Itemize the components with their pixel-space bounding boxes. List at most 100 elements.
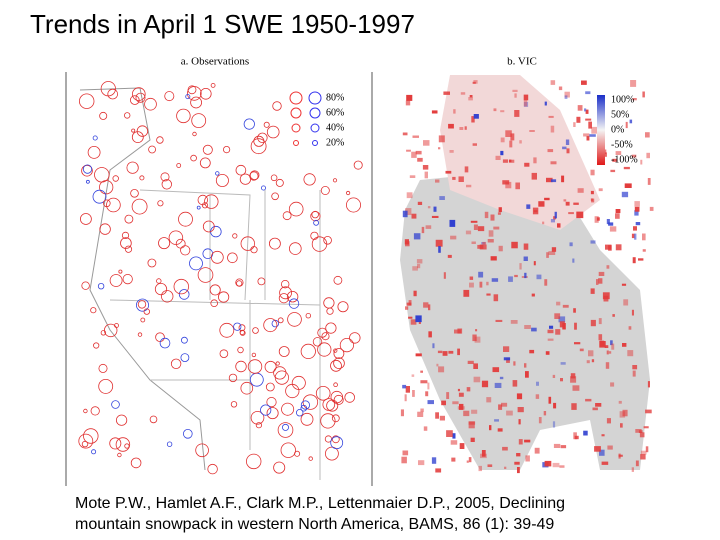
trend-cell — [427, 400, 434, 405]
site-marker — [282, 211, 292, 221]
trend-cell — [409, 175, 416, 178]
trend-cell — [505, 181, 512, 189]
trend-cell — [610, 340, 613, 346]
site-marker — [278, 293, 289, 304]
site-marker — [209, 284, 221, 296]
trend-cell — [624, 183, 632, 188]
trend-cell — [574, 322, 577, 330]
trend-cell — [531, 327, 537, 332]
trend-cell — [576, 116, 581, 123]
trend-cell — [468, 97, 473, 101]
slide-title: Trends in April 1 SWE 1950-1997 — [30, 9, 415, 39]
trend-cell — [548, 396, 552, 404]
site-marker — [317, 342, 332, 357]
trend-cell — [599, 449, 605, 456]
trend-cell — [605, 362, 610, 369]
site-marker — [333, 357, 345, 370]
trend-cell — [607, 445, 613, 450]
legend-label: 100% — [611, 94, 634, 105]
site-marker — [93, 342, 100, 349]
trend-cell — [435, 468, 442, 473]
trend-cell — [466, 460, 469, 463]
site-marker — [277, 317, 284, 324]
trend-cell — [452, 176, 456, 180]
site-marker — [339, 337, 354, 353]
site-marker — [80, 213, 92, 225]
trend-cell — [448, 350, 454, 354]
site-marker — [204, 194, 219, 209]
trend-cell — [431, 110, 438, 114]
site-marker — [154, 282, 168, 296]
trend-cell — [466, 184, 472, 188]
trend-cell — [558, 316, 566, 323]
trend-cell — [608, 222, 614, 226]
trend-cell — [598, 271, 605, 276]
trend-cell — [404, 394, 407, 402]
trend-cell — [498, 207, 502, 213]
trend-cell — [418, 460, 425, 466]
trend-cell — [509, 140, 513, 148]
trend-cell — [472, 143, 477, 146]
site-marker — [257, 277, 266, 286]
trend-cell — [558, 86, 563, 91]
site-marker — [300, 400, 310, 410]
site-marker — [202, 220, 215, 233]
site-marker — [215, 173, 229, 187]
trend-cell — [445, 170, 452, 174]
trend-cell — [634, 201, 640, 207]
trend-cell — [574, 435, 579, 440]
site-marker — [178, 289, 190, 300]
trend-cell — [550, 219, 555, 223]
trend-cell — [535, 394, 540, 399]
site-marker — [109, 274, 123, 287]
site-marker — [210, 250, 224, 264]
site-marker — [273, 366, 287, 380]
trend-cell — [401, 456, 407, 464]
trend-cell — [471, 409, 478, 414]
trend-cell — [464, 166, 469, 173]
trend-cell — [466, 387, 471, 392]
trend-cell — [647, 381, 650, 388]
trend-cell — [438, 147, 441, 150]
trend-cell — [615, 213, 620, 219]
trend-cell — [402, 450, 409, 456]
trend-cell — [649, 206, 654, 211]
trend-cell — [457, 388, 460, 392]
site-marker — [111, 400, 120, 409]
site-marker — [266, 396, 277, 408]
trend-cell — [525, 371, 529, 378]
trend-cell — [552, 421, 556, 428]
trend-cell — [406, 149, 411, 152]
site-marker — [86, 179, 90, 184]
trend-cell — [632, 370, 636, 377]
legend-symbol — [290, 107, 302, 119]
trend-cell — [510, 320, 518, 324]
site-marker — [235, 360, 247, 373]
trend-cell — [590, 190, 594, 195]
trend-cell — [405, 208, 412, 215]
trend-cell — [565, 201, 570, 206]
trend-cell — [552, 462, 560, 468]
site-marker — [277, 422, 294, 438]
trend-cell — [460, 92, 466, 95]
trend-cell — [402, 210, 408, 218]
trend-cell — [405, 386, 410, 393]
trend-cell — [550, 80, 556, 85]
trend-cell — [559, 465, 565, 468]
trend-cell — [468, 421, 475, 429]
trend-cell — [547, 329, 554, 334]
trend-cell — [589, 134, 596, 137]
trend-cell — [493, 226, 500, 230]
trend-cell — [516, 453, 521, 457]
trend-cell — [402, 384, 407, 389]
site-marker — [215, 171, 220, 176]
trend-cell — [526, 204, 531, 209]
trend-cell — [523, 243, 529, 250]
trend-cell — [524, 272, 527, 279]
trend-cell — [513, 361, 516, 366]
trend-cell — [583, 133, 590, 137]
site-marker — [136, 125, 149, 137]
trend-cell — [497, 428, 503, 432]
